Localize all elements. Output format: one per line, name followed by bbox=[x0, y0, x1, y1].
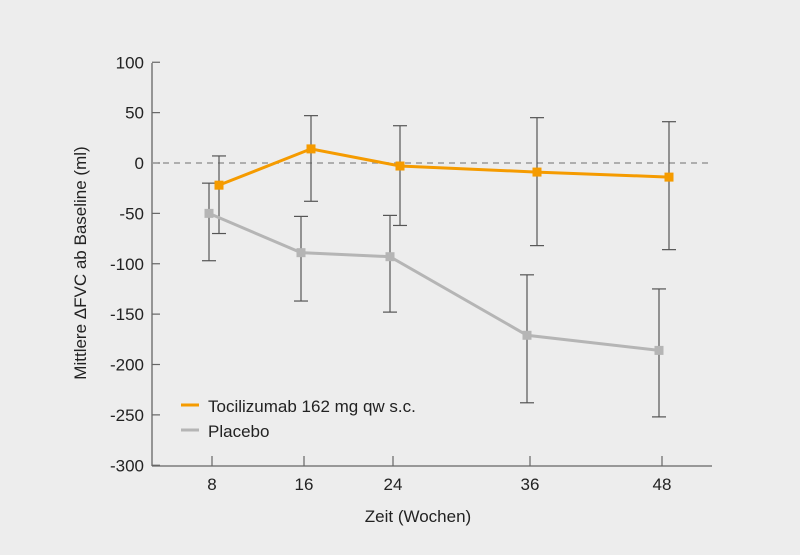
y-tick-label: -300 bbox=[110, 456, 144, 475]
y-tick-label: -100 bbox=[110, 255, 144, 274]
x-tick-label: 48 bbox=[653, 475, 672, 494]
data-point-marker bbox=[664, 172, 674, 182]
data-point-marker bbox=[214, 180, 224, 190]
y-tick-label: 50 bbox=[125, 104, 144, 123]
series-line-tocilizumab bbox=[218, 147, 670, 187]
data-point-marker bbox=[522, 330, 532, 340]
y-axis-label: Mittlere ΔFVC ab Baseline (ml) bbox=[71, 146, 90, 379]
error-bars bbox=[202, 115, 676, 418]
data-point-marker bbox=[532, 167, 542, 177]
y-tick-label: -250 bbox=[110, 406, 144, 425]
series-line-placebo bbox=[208, 211, 660, 352]
y-tick-label: 0 bbox=[135, 154, 144, 173]
legend-label-placebo: Placebo bbox=[208, 422, 269, 441]
series-lines bbox=[204, 144, 674, 355]
x-tick-label: 36 bbox=[521, 475, 540, 494]
x-tick-label: 16 bbox=[295, 475, 314, 494]
data-point-marker bbox=[204, 208, 214, 218]
data-point-marker bbox=[395, 161, 405, 171]
data-point-marker bbox=[654, 345, 664, 355]
x-axis-label: Zeit (Wochen) bbox=[365, 507, 471, 526]
x-tick-label: 8 bbox=[207, 475, 216, 494]
data-point-marker bbox=[306, 144, 316, 154]
y-tick-label: -150 bbox=[110, 305, 144, 324]
data-point-marker bbox=[385, 252, 395, 262]
y-tick-label: 100 bbox=[116, 53, 144, 72]
axes: 100 50 0 -50 -100 -150 -200 -250 -300 8 16 24 36 48 bbox=[110, 53, 712, 494]
y-tick-label: -200 bbox=[110, 356, 144, 375]
data-point-marker bbox=[296, 248, 306, 258]
y-tick-label: -50 bbox=[119, 204, 144, 223]
legend-label-tocilizumab: Tocilizumab 162 mg qw s.c. bbox=[208, 397, 416, 416]
x-tick-label: 24 bbox=[384, 475, 403, 494]
legend: Tocilizumab 162 mg qw s.c. Placebo bbox=[181, 397, 416, 441]
